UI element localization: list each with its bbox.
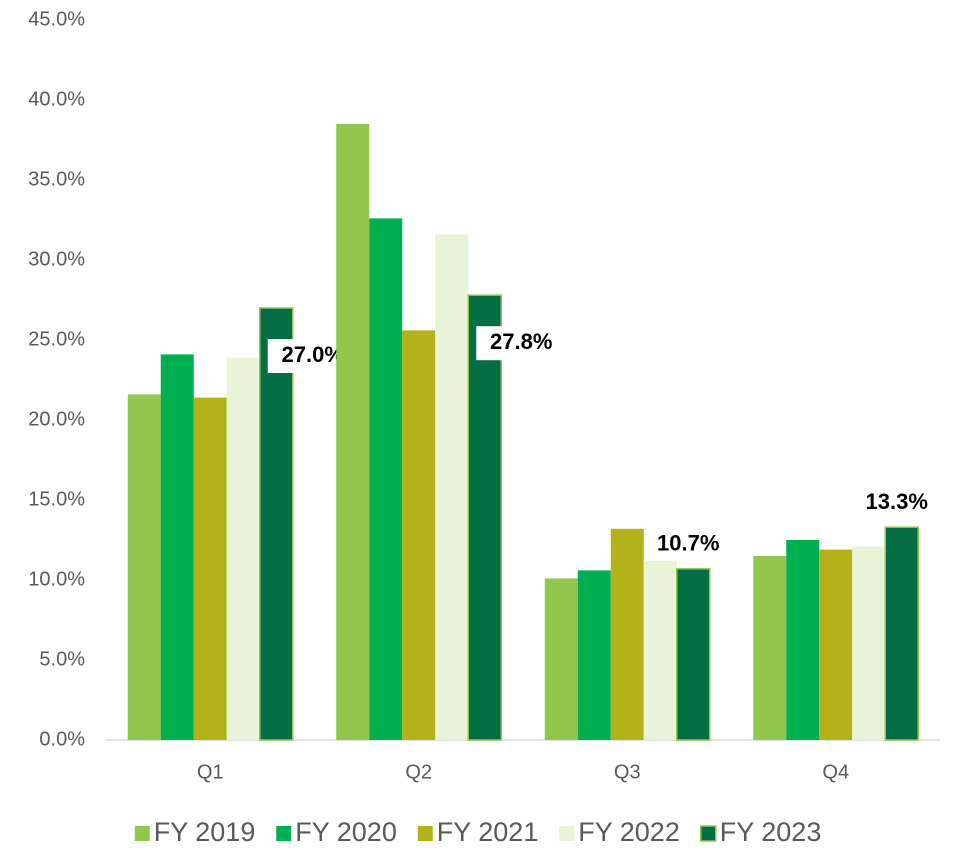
y-tick-label: 15.0% xyxy=(28,488,85,510)
x-tick-label: Q3 xyxy=(614,761,641,783)
data-label: 27.8% xyxy=(490,329,552,354)
y-tick-label: 40.0% xyxy=(28,88,85,110)
bar xyxy=(676,568,711,741)
legend-label: FY 2020 xyxy=(295,817,397,847)
bar xyxy=(753,556,787,740)
legend-swatch xyxy=(417,826,433,841)
bar xyxy=(577,570,611,740)
bar xyxy=(193,397,227,740)
legend-swatch xyxy=(134,826,150,841)
x-tick-label: Q1 xyxy=(197,761,224,783)
bar xyxy=(127,394,161,740)
bar xyxy=(467,294,502,741)
bar xyxy=(786,540,820,740)
legend-swatch xyxy=(700,825,717,842)
y-tick-label: 25.0% xyxy=(28,328,85,350)
legend-label: FY 2022 xyxy=(578,817,680,847)
y-tick-label: 20.0% xyxy=(28,408,85,430)
legend-label: FY 2021 xyxy=(437,817,539,847)
bar xyxy=(336,124,370,740)
bar xyxy=(259,307,294,741)
y-tick-label: 35.0% xyxy=(28,168,85,190)
bar xyxy=(544,578,578,740)
legend-label: FY 2019 xyxy=(154,817,256,847)
bar xyxy=(369,218,403,740)
y-tick-label: 45.0% xyxy=(28,8,85,30)
bar xyxy=(819,549,853,740)
legend-swatch xyxy=(559,826,575,841)
y-tick-label: 5.0% xyxy=(39,648,85,670)
bar xyxy=(643,560,677,740)
y-tick-label: 30.0% xyxy=(28,248,85,270)
bar xyxy=(852,546,886,740)
bar xyxy=(610,528,644,740)
legend-swatch xyxy=(276,826,292,841)
y-tick-label: 0.0% xyxy=(39,728,85,750)
data-label: 10.7% xyxy=(657,531,719,556)
bar xyxy=(402,330,436,740)
data-label: 13.3% xyxy=(866,489,928,514)
y-tick-label: 10.0% xyxy=(28,568,85,590)
bar xyxy=(226,357,260,740)
bar xyxy=(884,526,919,741)
label-box xyxy=(476,326,567,361)
legend-label: FY 2023 xyxy=(720,817,822,847)
bar xyxy=(160,354,194,740)
x-tick-label: Q4 xyxy=(822,761,849,783)
x-tick-label: Q2 xyxy=(405,761,432,783)
bar xyxy=(435,234,469,740)
data-label: 27.0% xyxy=(282,342,344,367)
